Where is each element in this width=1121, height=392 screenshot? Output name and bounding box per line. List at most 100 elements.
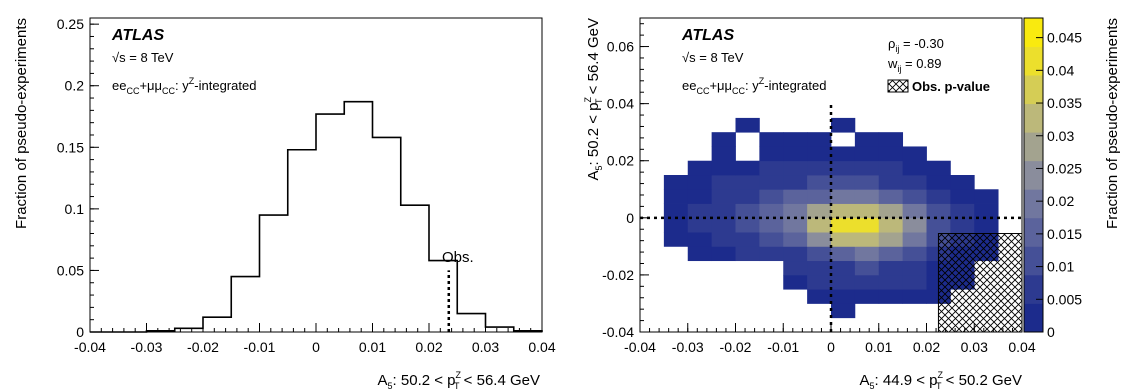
y-tick-label: -0.02 <box>602 267 634 283</box>
color-scale-band <box>1024 189 1043 219</box>
heatmap-cell <box>687 217 713 233</box>
observed-p-value-region <box>937 233 1023 333</box>
heatmap-cell <box>902 246 927 262</box>
heatmap-cell <box>831 117 856 133</box>
z-tick-label: 0.03 <box>1047 128 1074 144</box>
heatmap-cell <box>807 132 832 147</box>
heatmap-cell <box>902 175 927 190</box>
x-tick-label: -0.03 <box>131 339 163 355</box>
heatmap-cell <box>759 132 784 147</box>
color-scale-band <box>1024 160 1043 190</box>
heatmap-cell <box>831 175 856 190</box>
heatmap-cell <box>854 274 880 290</box>
heatmap-cell <box>950 203 975 219</box>
heatmap-cell <box>854 289 880 304</box>
heatmap-cell <box>759 246 784 262</box>
x-tick-label: 0.04 <box>1008 339 1035 355</box>
heatmap-cell <box>783 189 808 204</box>
y-tick-label: 0.25 <box>57 16 84 32</box>
x-tick-label: -0.02 <box>187 339 219 355</box>
x-tick-label: -0.04 <box>624 339 656 355</box>
heatmap-cell <box>687 246 713 262</box>
heatmap-cell <box>831 160 856 176</box>
heatmap-cell <box>807 175 832 190</box>
heatmap-cell <box>902 189 927 204</box>
heatmap-cell <box>831 232 856 247</box>
heatmap-cell <box>807 246 832 262</box>
y-tick-label: 0.02 <box>607 153 634 169</box>
y-tick-label: 0.2 <box>65 78 85 94</box>
heatmap-cell <box>735 175 760 190</box>
heatmap-cell <box>783 232 808 247</box>
heatmap-cell <box>902 217 927 233</box>
left-energy-label: √s = 8 TeV <box>112 50 174 65</box>
heatmap-cell <box>783 274 808 290</box>
histogram-bin <box>344 102 372 332</box>
color-scale-frame <box>1023 17 1044 333</box>
heatmap-cell <box>878 232 904 247</box>
heatmap-cell <box>902 160 927 176</box>
x-tick-label: -0.02 <box>720 339 752 355</box>
heatmap-cell <box>759 189 784 204</box>
z-tick-label: 0.035 <box>1047 95 1082 111</box>
left-plot-frame <box>89 17 543 333</box>
right-energy-label: √s = 8 TeV <box>682 50 744 65</box>
z-tick-label: 0.005 <box>1047 291 1082 307</box>
heatmap-cell <box>854 232 880 247</box>
heatmap-cell <box>854 260 880 276</box>
heatmap-cell <box>831 203 856 219</box>
heatmap-cell <box>807 232 832 247</box>
histogram-step-line <box>90 100 543 333</box>
heatmap-cell <box>711 203 736 219</box>
color-scale-band <box>1024 246 1043 276</box>
heatmap-cell <box>807 289 832 304</box>
color-scale-band <box>1024 103 1043 133</box>
histogram-bin <box>316 114 344 332</box>
color-scale-band <box>1024 217 1043 247</box>
heatmap-cell <box>854 132 880 147</box>
heatmap-cell <box>783 203 808 219</box>
heatmap-cell <box>878 217 904 233</box>
x-tick-label: 0.02 <box>913 339 940 355</box>
heatmap-cell <box>663 232 689 247</box>
heatmap-cell <box>926 217 951 233</box>
heatmap-cell <box>974 217 999 233</box>
z-tick-label: 0.04 <box>1047 62 1074 78</box>
left-channel-label: eeCC+μμCC: yZ-integrated <box>112 76 256 96</box>
heatmap-cell <box>974 189 999 204</box>
x-tick-label: 0 <box>827 339 835 355</box>
heatmap-cell <box>711 217 736 233</box>
heatmap-cell <box>854 160 880 176</box>
heatmap-cell <box>878 260 904 276</box>
y-tick-label: 0 <box>626 210 634 226</box>
heatmap-cell <box>902 274 927 290</box>
color-scale-axis: 0 0.005 0.01 0.015 0.02 0.025 0.03 0.035 0.04 0.0… <box>1036 30 1082 340</box>
heatmap-cell <box>831 260 856 276</box>
heatmap-cell <box>854 217 880 233</box>
heatmap-cell <box>735 117 760 133</box>
heatmap-cell <box>902 203 927 219</box>
y-tick-label: 0.06 <box>607 39 634 55</box>
heatmap-cell <box>878 203 904 219</box>
left-y-axis: 0 0.05 0.1 0.15 0.2 0.25 <box>57 16 99 340</box>
heatmap-cell <box>902 289 927 304</box>
histogram-bin <box>401 205 429 332</box>
heatmap-cell <box>663 217 689 233</box>
heatmap-cell <box>807 160 832 176</box>
heatmap-cell <box>687 189 713 204</box>
right-x-axis: -0.04 -0.03 -0.02 -0.01 0 0.01 0.02 0.03 0.04 <box>624 323 1036 355</box>
heatmap-cell <box>878 289 904 304</box>
heatmap-cell <box>854 146 880 162</box>
color-scale-band <box>1024 132 1043 162</box>
heatmap-cell <box>759 232 784 247</box>
y-tick-label: 0 <box>76 324 84 340</box>
heatmap-cell <box>663 175 689 190</box>
right-x-axis-title: A5: 44.9 < pZ T < 50.2 GeV <box>860 370 1022 391</box>
heatmap-cell <box>759 203 784 219</box>
heatmap-cell <box>807 146 832 162</box>
right-y-axis: -0.04 -0.02 0 0.02 0.04 0.06 <box>602 23 649 340</box>
heatmap-cell <box>902 232 927 247</box>
heatmap-cell <box>926 203 951 219</box>
heatmap-cell <box>807 260 832 276</box>
heatmap-cell <box>854 189 880 204</box>
